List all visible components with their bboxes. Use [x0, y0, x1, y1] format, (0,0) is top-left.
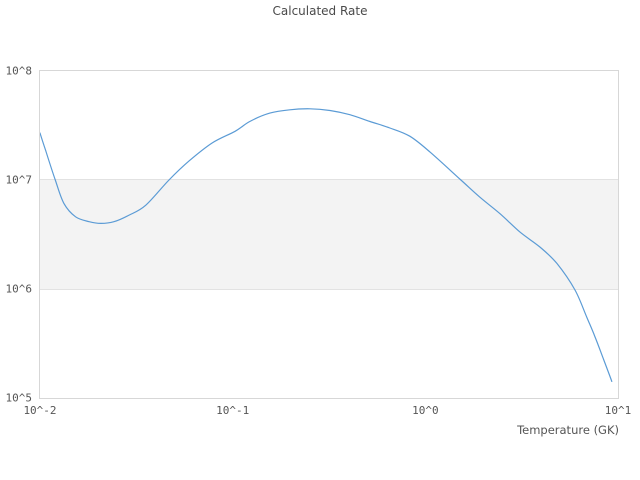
x-axis-title: Temperature (GK)	[517, 423, 619, 437]
y-tick-label: 10^6	[5, 282, 33, 296]
rate-curve-svg	[40, 108, 613, 382]
plot-area	[39, 70, 619, 399]
highlight-band	[40, 179, 618, 290]
rate-curve-line	[40, 108, 613, 382]
x-tick-label: 10^-1	[216, 404, 250, 417]
x-tick-label: 10^0	[412, 404, 439, 417]
y-tick-label: 10^7	[5, 173, 33, 187]
x-tick-label: 10^1	[604, 404, 632, 417]
y-tick-label: 10^5	[5, 391, 33, 405]
x-tick-label: 10^-2	[23, 404, 57, 417]
chart-title: Calculated Rate	[272, 4, 368, 18]
y-tick-label: 10^8	[5, 64, 33, 78]
